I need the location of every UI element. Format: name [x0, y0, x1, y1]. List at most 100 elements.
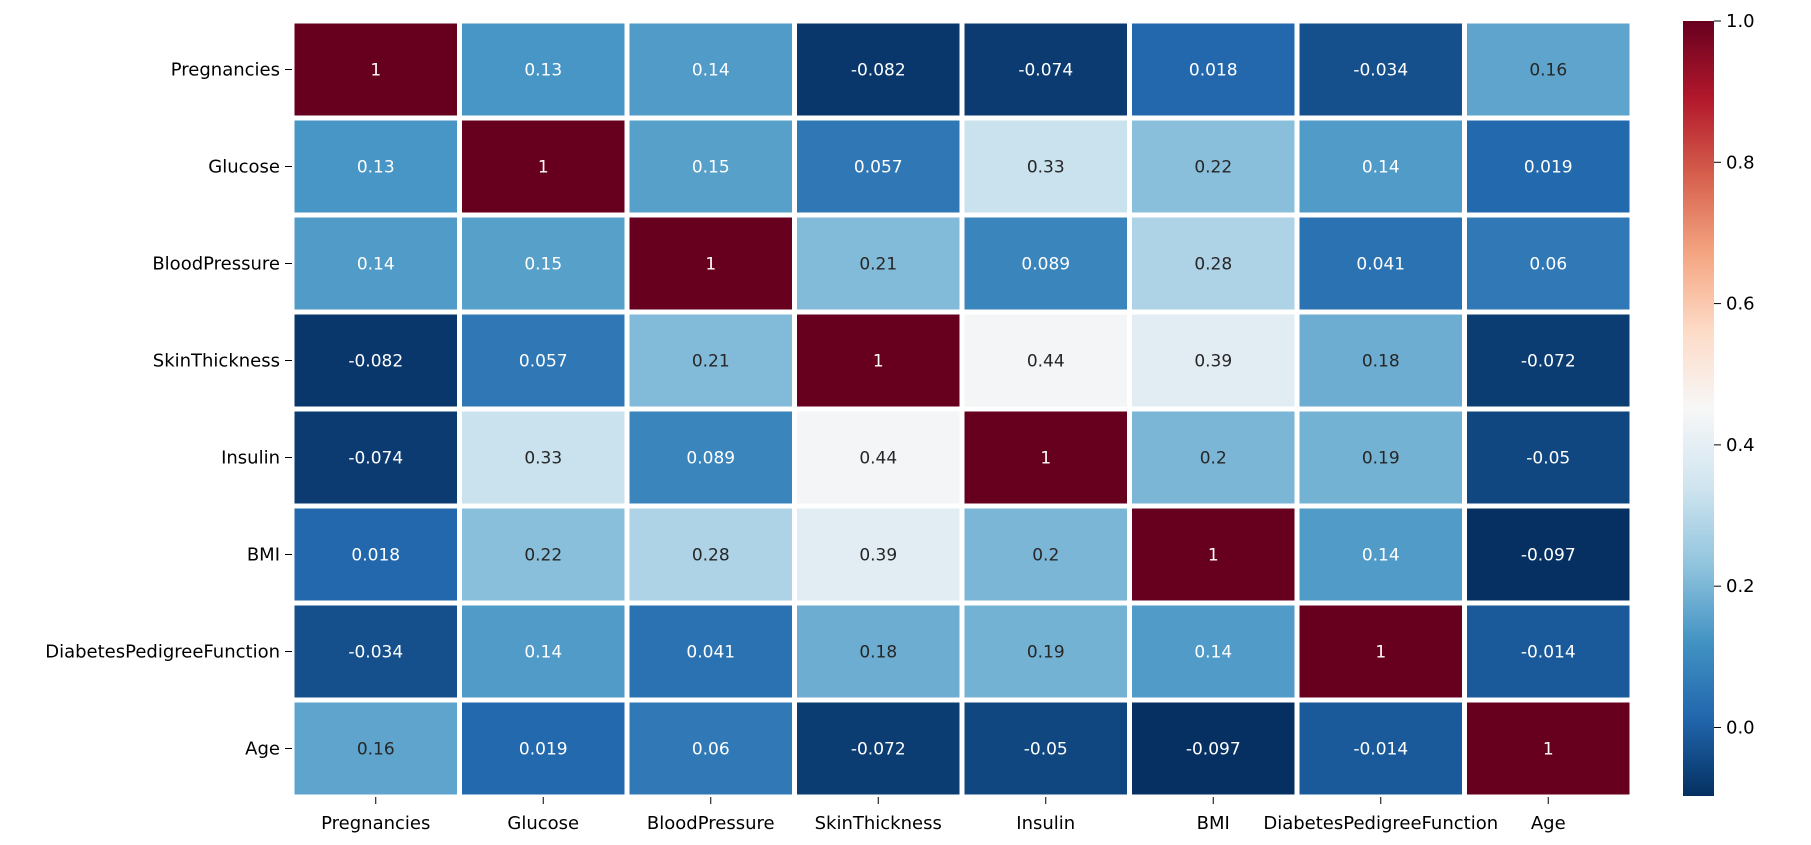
- cell-label-r3-c6: 0.18: [1362, 352, 1400, 372]
- y-label-insulin: Insulin: [221, 448, 280, 469]
- cell-r5-c0: [294, 508, 457, 601]
- cell-label-r2-c4: 0.089: [1021, 255, 1070, 275]
- cell-r1-c5: [1132, 120, 1295, 213]
- cell-label-r3-c3: 1: [873, 352, 884, 372]
- cell-label-r4-c7: -0.05: [1526, 449, 1570, 469]
- cell-r6-c0: [294, 605, 457, 698]
- cell-r5-c5: [1132, 508, 1295, 601]
- cell-r3-c5: [1132, 314, 1295, 407]
- cell-label-r1-c5: 0.22: [1194, 158, 1232, 178]
- cell-label-r5-c4: 0.2: [1032, 546, 1059, 566]
- cell-label-r1-c2: 0.15: [692, 158, 730, 178]
- colorbar-tick-label-3: 0.6: [1726, 294, 1755, 315]
- cell-r4-c1: [462, 411, 625, 504]
- cell-label-r1-c1: 1: [538, 158, 549, 178]
- x-label-age: Age: [1531, 813, 1566, 834]
- cell-r7-c3: [797, 702, 960, 795]
- cell-r2-c7: [1467, 217, 1630, 310]
- x-label-bmi: BMI: [1197, 813, 1230, 834]
- y-label-diabetes-pedigree-function: DiabetesPedigreeFunction: [45, 642, 280, 663]
- cell-label-r6-c7: -0.014: [1521, 643, 1576, 663]
- cell-r7-c1: [462, 702, 625, 795]
- y-label-age: Age: [245, 739, 280, 760]
- cell-r4-c6: [1299, 411, 1462, 504]
- colorbar-tick-label-1: 0.2: [1726, 576, 1755, 597]
- cell-r5-c3: [797, 508, 960, 601]
- x-label-blood-pressure: BloodPressure: [647, 813, 775, 834]
- cell-r1-c2: [629, 120, 792, 213]
- cell-r7-c0: [294, 702, 457, 795]
- heatmap-cells: 1 0.13 0.14 -0.082 -0.074 0.018 -0.034 0.16 0.13…: [294, 23, 1630, 795]
- cell-r0-c1: [462, 23, 625, 116]
- cell-r1-c0: [294, 120, 457, 213]
- cell-label-r5-c1: 0.22: [524, 546, 562, 566]
- cell-r0-c4: [964, 23, 1127, 116]
- y-label-skin-thickness: SkinThickness: [153, 351, 280, 372]
- cell-r7-c5: [1132, 702, 1295, 795]
- cell-label-r4-c2: 0.089: [686, 449, 735, 469]
- colorbar-tick-label-2: 0.4: [1726, 435, 1755, 456]
- cell-label-r4-c0: -0.074: [348, 449, 403, 469]
- cell-label-r0-c0: 1: [370, 61, 381, 81]
- cell-r1-c3: [797, 120, 960, 213]
- cell-label-r3-c0: -0.082: [348, 352, 403, 372]
- cell-label-r5-c3: 0.39: [859, 546, 897, 566]
- y-label-bmi: BMI: [247, 545, 280, 566]
- cell-label-r6-c5: 0.14: [1194, 643, 1232, 663]
- cell-r3-c7: [1467, 314, 1630, 407]
- cell-label-r4-c5: 0.2: [1200, 449, 1227, 469]
- cell-r6-c4: [964, 605, 1127, 698]
- y-label-glucose: Glucose: [208, 157, 280, 178]
- cell-r6-c5: [1132, 605, 1295, 698]
- cell-r4-c5: [1132, 411, 1295, 504]
- y-label-blood-pressure: BloodPressure: [152, 254, 280, 275]
- cell-r2-c4: [964, 217, 1127, 310]
- cell-label-r7-c1: 0.019: [519, 740, 568, 760]
- cell-r4-c2: [629, 411, 792, 504]
- colorbar-tick-label-5: 1.0: [1726, 11, 1755, 32]
- cell-r7-c2: [629, 702, 792, 795]
- cell-r3-c2: [629, 314, 792, 407]
- y-axis: Pregnancies Glucose BloodPressure SkinThick…: [45, 60, 292, 760]
- cell-label-r3-c1: 0.057: [519, 352, 568, 372]
- cell-label-r7-c3: -0.072: [851, 740, 906, 760]
- x-label-pregnancies: Pregnancies: [321, 813, 430, 834]
- cell-label-r0-c3: -0.082: [851, 61, 906, 81]
- cell-r4-c0: [294, 411, 457, 504]
- x-label-diabetes-pedigree-function: DiabetesPedigreeFunction: [1263, 813, 1498, 834]
- cell-label-r5-c0: 0.018: [351, 546, 400, 566]
- cell-label-r6-c4: 0.19: [1027, 643, 1065, 663]
- cell-label-r0-c2: 0.14: [692, 61, 730, 81]
- x-label-insulin: Insulin: [1016, 813, 1075, 834]
- cell-label-r7-c4: -0.05: [1024, 740, 1068, 760]
- cell-label-r3-c7: -0.072: [1521, 352, 1576, 372]
- cell-label-r2-c1: 0.15: [524, 255, 562, 275]
- colorbar-tick-label-4: 0.8: [1726, 152, 1755, 173]
- colorbar-gradient: [1683, 21, 1714, 796]
- cell-label-r2-c2: 1: [705, 255, 716, 275]
- cell-r5-c1: [462, 508, 625, 601]
- cell-label-r4-c3: 0.44: [859, 449, 897, 469]
- cell-label-r3-c4: 0.44: [1027, 352, 1065, 372]
- cell-r0-c6: [1299, 23, 1462, 116]
- cell-r7-c6: [1299, 702, 1462, 795]
- cell-label-r0-c7: 0.16: [1529, 61, 1567, 81]
- cell-r3-c0: [294, 314, 457, 407]
- cell-label-r3-c2: 0.21: [692, 352, 730, 372]
- cell-label-r1-c6: 0.14: [1362, 158, 1400, 178]
- cell-label-r1-c7: 0.019: [1524, 158, 1573, 178]
- cell-r3-c4: [964, 314, 1127, 407]
- cell-label-r5-c5: 1: [1208, 546, 1219, 566]
- cell-r1-c6: [1299, 120, 1462, 213]
- cell-r4-c3: [797, 411, 960, 504]
- cell-r0-c0: [294, 23, 457, 116]
- cell-r0-c2: [629, 23, 792, 116]
- colorbar: 0.0 0.2 0.4 0.6 0.8 1.0: [1683, 11, 1755, 796]
- cell-r6-c2: [629, 605, 792, 698]
- cell-label-r7-c2: 0.06: [692, 740, 730, 760]
- cell-label-r1-c3: 0.057: [854, 158, 903, 178]
- x-label-skin-thickness: SkinThickness: [815, 813, 942, 834]
- cell-label-r6-c1: 0.14: [524, 643, 562, 663]
- cell-r6-c7: [1467, 605, 1630, 698]
- cell-r3-c6: [1299, 314, 1462, 407]
